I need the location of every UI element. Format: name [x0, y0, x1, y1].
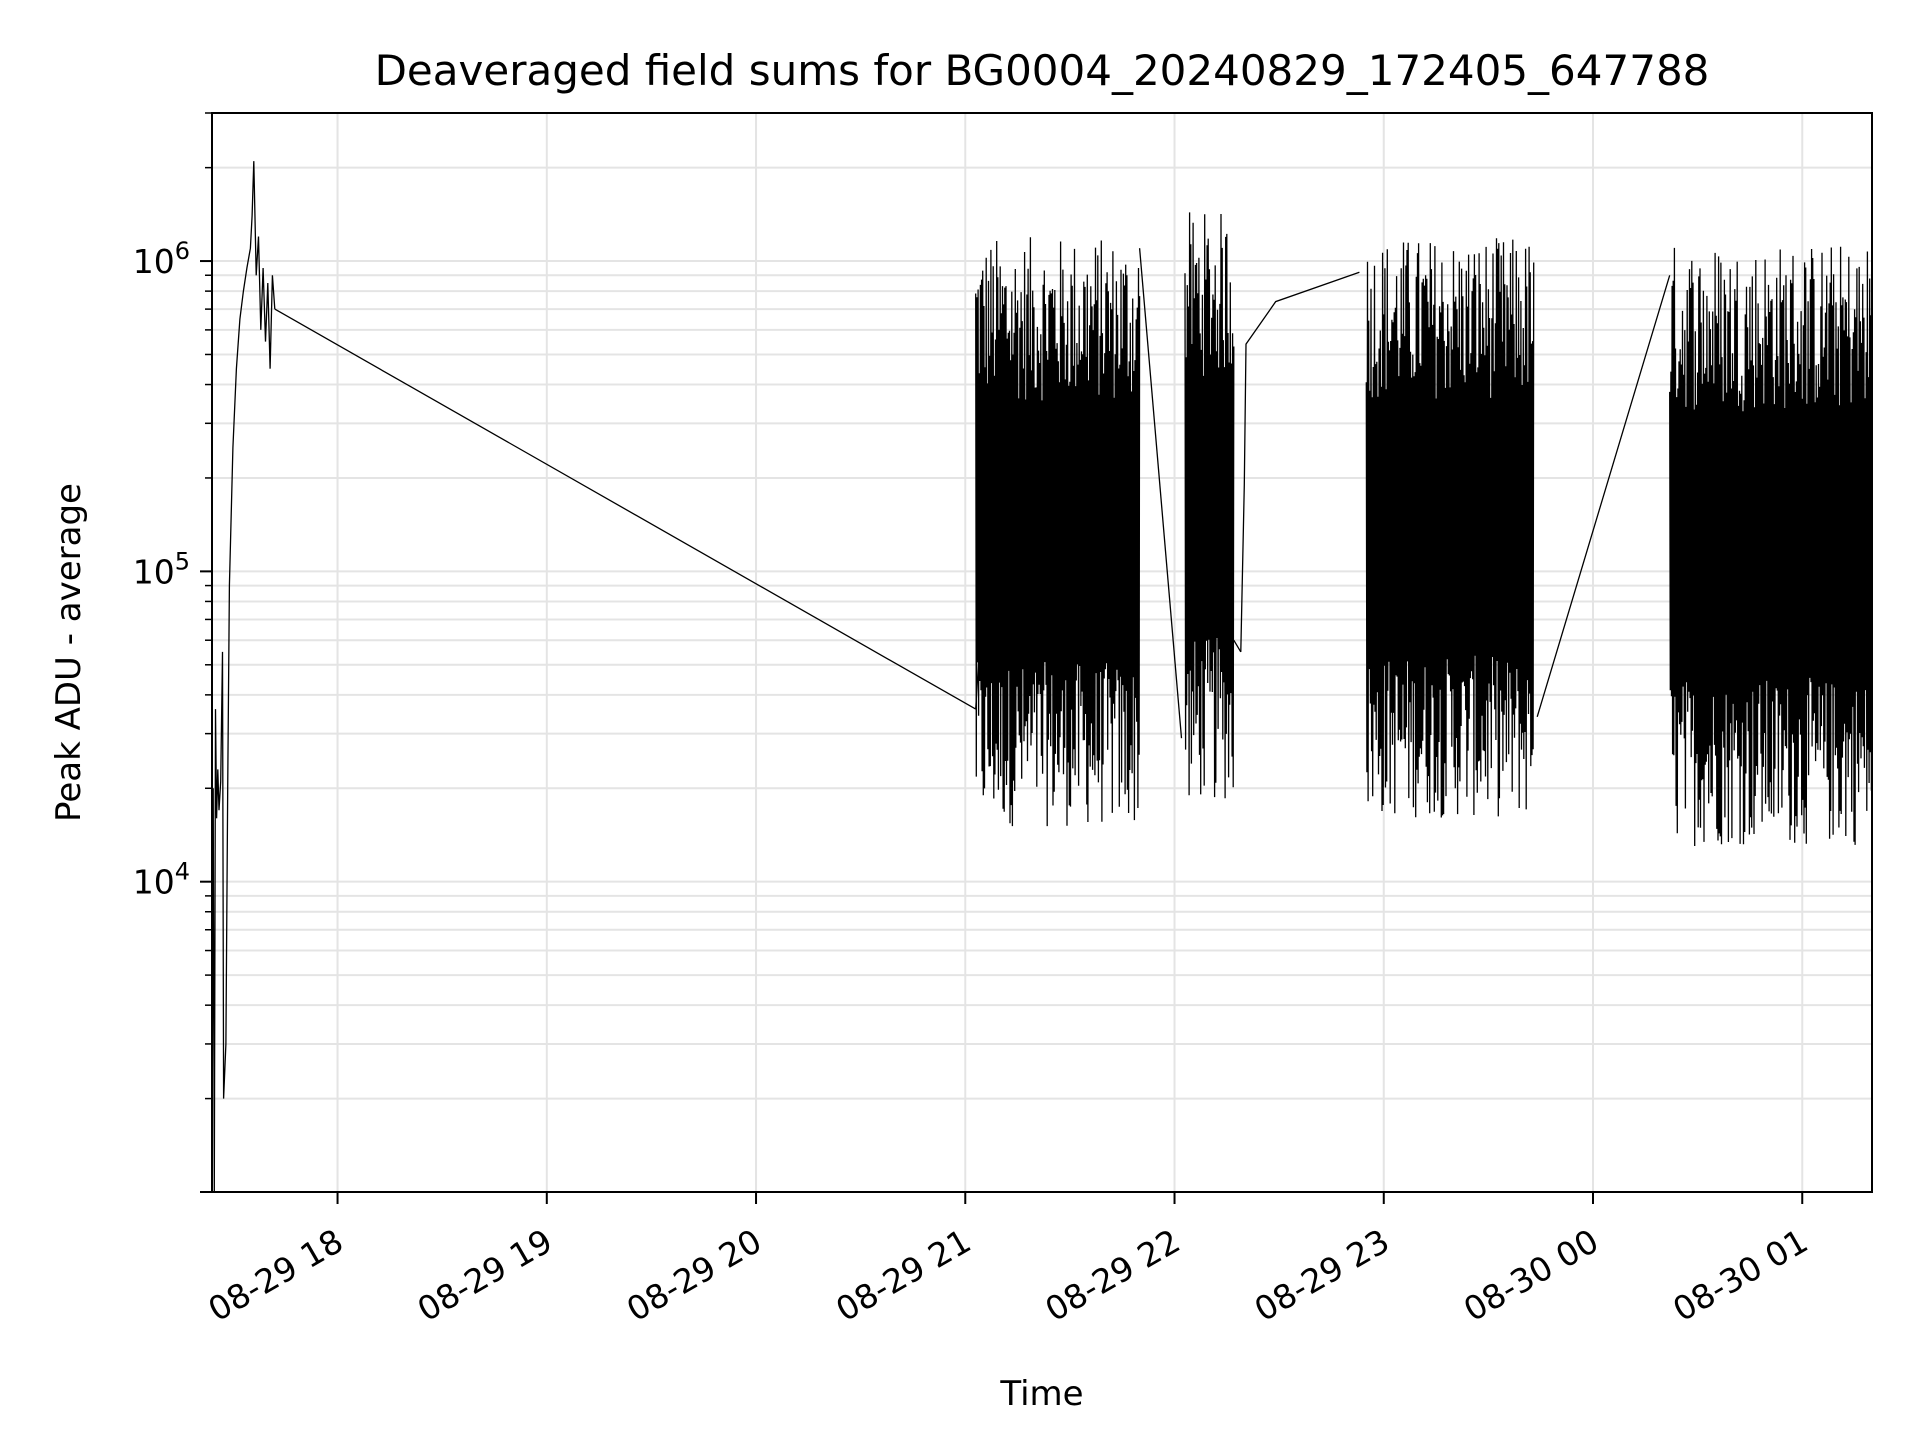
y-tick-label: 106 [133, 237, 190, 281]
series-connector [1138, 248, 1183, 739]
series-segment-points [212, 161, 276, 1192]
series-connector [1240, 271, 1360, 652]
chart-title: Deaveraged field sums for BG0004_2024082… [375, 46, 1710, 95]
series-segment-dense [1365, 238, 1535, 818]
series-connector [1536, 275, 1671, 717]
x-axis-label: Time [999, 1374, 1083, 1414]
series-group [212, 161, 1872, 1192]
series-segment-dense [1669, 246, 1872, 847]
y-tick-label: 104 [133, 858, 190, 902]
plot-area-frame [211, 112, 1873, 1193]
series-segment-dense [975, 237, 1141, 827]
data-series [212, 161, 1872, 1192]
series-segment-points [1233, 639, 1242, 653]
series-connector [274, 308, 977, 710]
y-tick-label: 105 [133, 547, 190, 591]
y-axis-label: Peak ADU - average [49, 483, 89, 822]
series-segment-dense [1184, 212, 1235, 799]
